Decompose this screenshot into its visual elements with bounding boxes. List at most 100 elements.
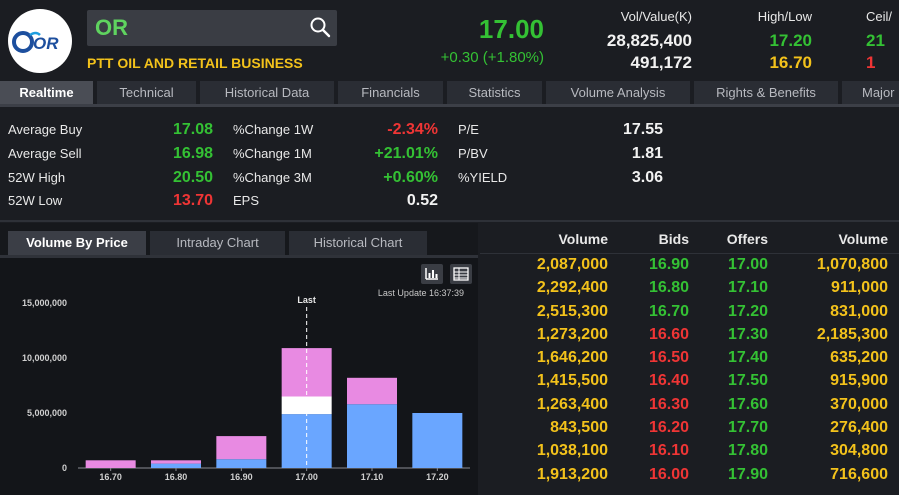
volume-bar (216, 436, 267, 460)
offer-volume-cell[interactable]: 716,600 (830, 465, 888, 483)
bid-offer-row: 2,515,300 16.70 17.20 831,000 (480, 301, 899, 324)
last-update-text: Last Update 16:37:39 (377, 288, 464, 298)
symbol-search-box[interactable]: OR (87, 10, 337, 46)
tab-historical-data[interactable]: Historical Data (200, 81, 334, 105)
y-tick-label: 15,000,000 (22, 298, 67, 308)
bid-volume-cell[interactable]: 1,415,500 (536, 372, 608, 390)
offer-price-cell[interactable]: 17.00 (727, 256, 768, 273)
symbol-search-input[interactable]: OR (95, 15, 128, 40)
tab-volume-by-price[interactable]: Volume By Price (8, 231, 146, 255)
bid-volume-cell[interactable]: 2,087,000 (536, 256, 608, 273)
table-icon (453, 267, 469, 281)
offer-price-cell[interactable]: 17.60 (727, 395, 768, 413)
bid-price-cell[interactable]: 16.90 (648, 256, 689, 273)
pe-value: 17.55 (622, 121, 663, 138)
bid-offer-header-line (480, 253, 899, 254)
offer-price-cell[interactable]: 17.50 (727, 372, 768, 390)
vol-value-block: Vol/Value(K) 28,825,400 491,172 (590, 9, 692, 75)
tab-major[interactable]: Major (842, 81, 899, 105)
offer-price-cell[interactable]: 17.70 (727, 419, 768, 437)
bid-volume-cell[interactable]: 843,500 (550, 419, 608, 437)
x-tick-label: 17.00 (295, 472, 318, 482)
tab-realtime[interactable]: Realtime (0, 81, 93, 105)
chart-tabs-underline (0, 255, 478, 258)
ceil-floor-block: Ceil/ 21 1 (866, 9, 899, 75)
bid-price-cell[interactable]: 16.30 (648, 395, 689, 413)
tab-volume-analysis[interactable]: Volume Analysis (546, 81, 690, 105)
section-divider (0, 220, 899, 222)
low-value: 16.70 (769, 53, 812, 72)
tab-technical[interactable]: Technical (97, 81, 196, 105)
offer-volume-cell[interactable]: 370,000 (830, 395, 888, 413)
bid-volume-cell[interactable]: 1,273,200 (536, 325, 608, 343)
offer-volume-cell[interactable]: 304,800 (830, 442, 888, 460)
bid-volume-cell[interactable]: 2,515,300 (536, 302, 608, 320)
offer-price-cell[interactable]: 17.80 (727, 442, 768, 460)
bid-volume-cell[interactable]: 1,646,200 (536, 349, 608, 367)
change-1m-value: +21.01% (374, 145, 438, 162)
logo-mark-icon: OR (12, 31, 59, 53)
tab-statistics[interactable]: Statistics (447, 81, 542, 105)
bid-price-cell[interactable]: 16.00 (648, 465, 689, 483)
pbv-value: 1.81 (631, 145, 663, 162)
offer-price-cell[interactable]: 17.20 (727, 302, 768, 320)
bid-price-cell[interactable]: 16.80 (648, 279, 689, 297)
offer-volume-cell[interactable]: 915,900 (830, 372, 888, 390)
last-price-annotation: Last (297, 295, 316, 305)
x-tick-label: 17.10 (361, 472, 384, 482)
bid-volume-cell[interactable]: 1,038,100 (536, 442, 608, 460)
tab-historical-chart[interactable]: Historical Chart (289, 231, 427, 255)
volume-value: 28,825,400 (606, 31, 692, 50)
search-icon[interactable] (309, 16, 331, 38)
yield-value: 3.06 (631, 169, 663, 186)
volume-bar (85, 460, 136, 468)
bar-chart-button[interactable] (421, 264, 443, 284)
bid-price-cell[interactable]: 16.60 (648, 325, 689, 343)
offer-volume-cell[interactable]: 276,400 (830, 419, 888, 437)
y-tick-label: 0 (62, 463, 67, 473)
chart-panel: Volume By Price Intraday Chart Historica… (0, 223, 478, 495)
x-tick-label: 16.70 (99, 472, 122, 482)
eps-label: EPS (233, 193, 260, 208)
volume-bar (412, 413, 463, 468)
offer-volume-cell[interactable]: 2,185,300 (816, 325, 888, 343)
bid-offer-row: 2,292,400 16.80 17.10 911,000 (480, 277, 899, 300)
average-sell-label: Average Sell (8, 146, 82, 161)
logo-text: OR (33, 34, 59, 53)
quote-header: OR OR PTT OIL AND RETAIL BUSINESS 17.00 … (0, 0, 899, 80)
offer-volume-cell[interactable]: 831,000 (830, 302, 888, 320)
bar-chart-icon (425, 268, 438, 280)
tab-intraday-chart[interactable]: Intraday Chart (150, 231, 285, 255)
tab-rights-benefits[interactable]: Rights & Benefits (694, 81, 838, 105)
volume-bar (151, 460, 201, 464)
offer-volume-cell[interactable]: 635,200 (830, 349, 888, 367)
offer-volume-header: Volume (838, 231, 888, 247)
offer-volume-cell[interactable]: 911,000 (831, 279, 888, 297)
stats-panel: Average Buy 17.08 Average Sell 16.98 52W… (0, 112, 899, 220)
tab-financials[interactable]: Financials (338, 81, 443, 105)
bid-volume-cell[interactable]: 1,913,200 (536, 465, 608, 483)
bid-price-cell[interactable]: 16.20 (648, 419, 689, 437)
bid-price-cell[interactable]: 16.50 (648, 349, 689, 367)
bid-volume-header: Volume (558, 231, 608, 247)
offer-price-cell[interactable]: 17.90 (727, 465, 768, 483)
offer-volume-cell[interactable]: 1,070,800 (816, 256, 888, 273)
offer-price-cell[interactable]: 17.40 (727, 349, 768, 367)
change-1w-label: %Change 1W (233, 122, 314, 137)
value-k-value: 491,172 (630, 53, 692, 72)
bid-price-cell[interactable]: 16.40 (648, 372, 689, 390)
eps-value: 0.52 (406, 192, 438, 209)
table-view-button[interactable] (450, 264, 472, 284)
change-3m-label: %Change 3M (233, 170, 312, 185)
bid-price-cell[interactable]: 16.70 (648, 302, 689, 320)
bid-price-cell[interactable]: 16.10 (648, 442, 689, 460)
company-name: PTT OIL AND RETAIL BUSINESS (87, 55, 303, 71)
offer-price-cell[interactable]: 17.10 (727, 279, 768, 297)
bid-volume-cell[interactable]: 2,292,400 (536, 279, 608, 297)
bid-offer-row: 1,646,200 16.50 17.40 635,200 (480, 347, 899, 370)
bid-volume-cell[interactable]: 1,263,400 (536, 395, 608, 413)
x-tick-label: 16.80 (165, 472, 188, 482)
high-52w-label: 52W High (8, 170, 66, 185)
offer-price-cell[interactable]: 17.30 (727, 325, 768, 343)
bid-offer-row: 1,263,400 16.30 17.60 370,000 (480, 394, 899, 417)
